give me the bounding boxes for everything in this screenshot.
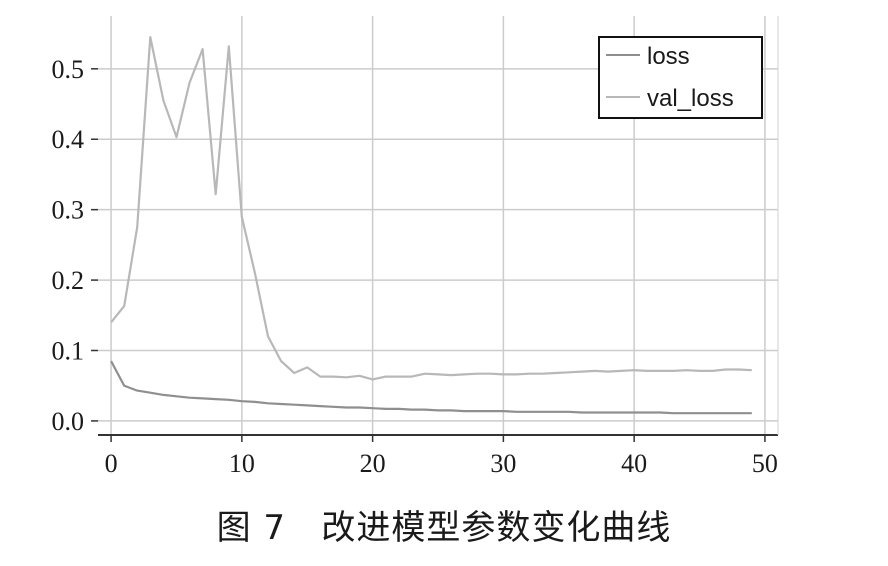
series-line-val-loss	[110, 35, 752, 381]
y-tick-label: 0.4	[52, 125, 85, 154]
y-tick-label: 0.3	[52, 196, 85, 225]
x-tick-label: 30	[490, 449, 516, 478]
y-tick-label: 0.5	[52, 55, 85, 84]
legend-label-loss: loss	[647, 43, 690, 70]
legend-box	[598, 36, 763, 119]
x-tick-label: 40	[621, 449, 647, 478]
y-axis-ticks: 0.0 0.1 0.2 0.3 0.4 0.5	[52, 55, 98, 436]
grid-lines	[98, 16, 778, 435]
x-tick-label: 0	[105, 449, 118, 478]
series-lines	[110, 35, 752, 415]
legend: loss val_loss	[598, 36, 763, 119]
y-tick-label: 0.2	[52, 266, 85, 295]
x-axis-ticks: 0 10 20 30 40 50	[105, 435, 778, 478]
x-tick-label: 10	[229, 449, 255, 478]
line-chart: 0 10 20 30 40 50 0.0 0.1 0.2 0.3 0.4 0.5 loss val_…	[52, 16, 779, 478]
legend-label-val-loss: val_loss	[647, 85, 734, 112]
series-line-loss	[110, 360, 752, 415]
y-tick-label: 0.0	[52, 407, 85, 436]
figure-caption: 图 7 改进模型参数变化曲线	[216, 508, 672, 548]
x-tick-label: 50	[752, 449, 778, 478]
y-tick-label: 0.1	[52, 336, 85, 365]
x-tick-label: 20	[360, 449, 386, 478]
